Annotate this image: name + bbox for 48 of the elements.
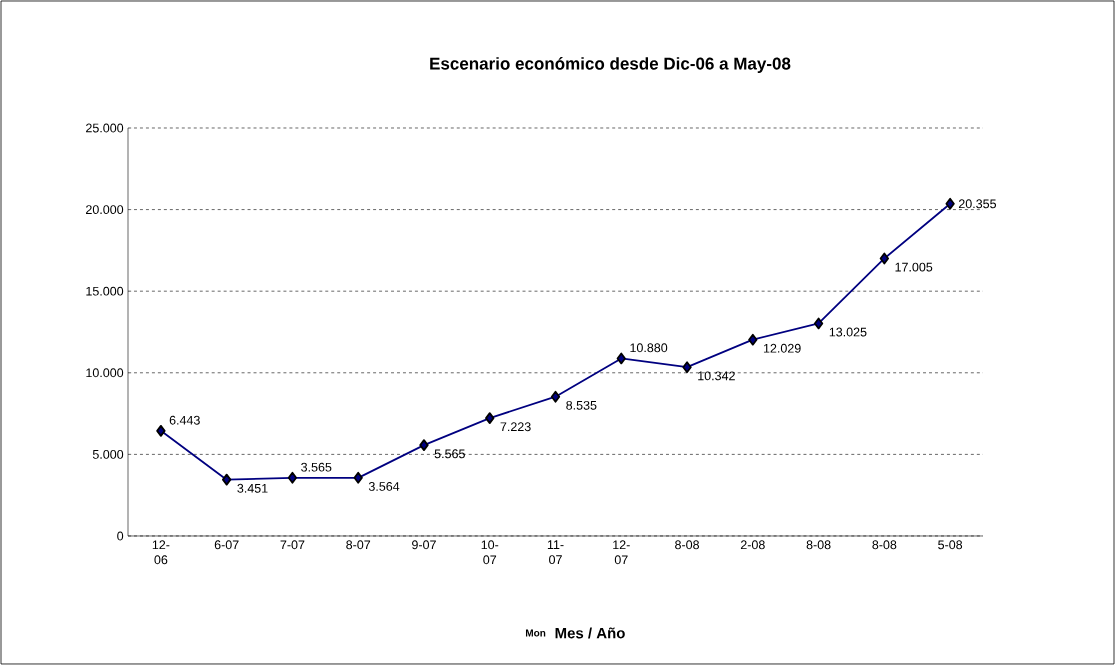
x-tick-label: 10-07 (481, 540, 499, 565)
x-tick-label: 12-07 (613, 540, 630, 565)
data-label: 3.565 (301, 462, 332, 472)
data-label: 17.005 (895, 262, 933, 272)
y-tick-label: 10.000 (86, 368, 124, 378)
x-tick-label: 6-07 (214, 540, 239, 550)
point (353, 471, 363, 484)
y-tick-label: 20.000 (86, 205, 124, 215)
data-label: 10.880 (630, 343, 668, 353)
point (550, 390, 561, 403)
x-tick-label: 9-07 (412, 540, 436, 550)
point (879, 252, 890, 265)
data-label: 5.565 (434, 449, 465, 459)
y-tick-label: 15.000 (86, 286, 124, 296)
point (682, 361, 692, 374)
point (419, 439, 429, 452)
x-tick-label: 8-07 (346, 540, 371, 550)
x-tick-label: 5-08 (938, 540, 963, 550)
chart-title: Escenario económico desde Dic-06 a May-08 (430, 56, 791, 73)
data-label: 3.564 (368, 482, 400, 491)
x-tick-label: 7-07 (280, 540, 305, 550)
x-tick-label: 8-08 (872, 540, 897, 550)
point (222, 473, 232, 486)
data-label: 8.535 (566, 400, 597, 410)
y-tick-label: 5.000 (92, 449, 124, 459)
x-tick-label: 12-06 (152, 540, 170, 565)
point (485, 412, 495, 425)
point (287, 471, 298, 484)
x-axis-title: Mes / Año (555, 627, 625, 639)
data-label: 10.342 (698, 371, 735, 381)
data-label: 7.223 (500, 422, 531, 432)
x-tick-label: 8-08 (675, 540, 700, 550)
data-label: 12.029 (763, 343, 801, 353)
data-label: 3.451 (237, 483, 268, 493)
x-tick-label: 8-08 (806, 540, 831, 550)
text: Mon (525, 629, 546, 637)
point (813, 317, 824, 330)
point (156, 424, 166, 437)
x-tick-label: 2-08 (740, 540, 765, 550)
y-tick-label: 25.000 (86, 123, 124, 133)
point (945, 197, 955, 210)
data-label: 20.355 (958, 199, 997, 209)
point (748, 333, 758, 346)
y-tick-label: 0 (117, 531, 124, 541)
point (616, 352, 626, 365)
x-tick-label: 11-07 (547, 540, 564, 565)
data-label: 6.443 (169, 415, 200, 425)
data-label: 13.025 (829, 327, 867, 337)
